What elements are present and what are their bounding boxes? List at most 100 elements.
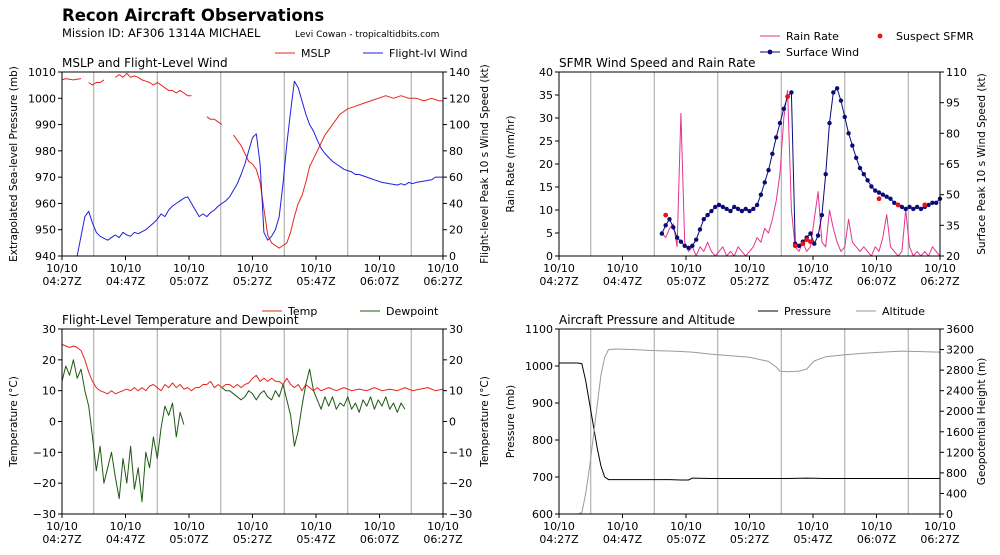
x-tick-label: 10/10 xyxy=(237,262,269,275)
x-tick-label: 10/10 xyxy=(924,262,956,275)
x-tick-label: 10/10 xyxy=(924,520,956,533)
y2-tick-label: 0 xyxy=(449,250,456,263)
data-point-surface-wind xyxy=(903,206,908,212)
x-tick-label: 10/10 xyxy=(797,520,829,533)
y-axis-label: Extrapolated Sea-level Pressure (mb) xyxy=(8,66,20,262)
data-point-surface-wind xyxy=(838,98,844,103)
y-tick-label: 30 xyxy=(539,112,553,125)
data-point-suspect-sfmr xyxy=(922,202,928,208)
data-point-suspect-sfmr xyxy=(792,243,798,249)
data-point-surface-wind xyxy=(857,165,863,171)
data-point-surface-wind xyxy=(781,106,786,112)
data-point-surface-wind xyxy=(861,172,866,177)
data-point-surface-wind xyxy=(926,202,931,208)
y2-tick-label: 140 xyxy=(449,66,470,79)
data-point-surface-wind xyxy=(930,200,935,206)
series-line-mslp xyxy=(206,116,223,126)
panel-title: Flight-Level Temperature and Dewpoint xyxy=(62,313,299,327)
credit-text: Levi Cowan - tropicaltidbits.com xyxy=(295,30,439,40)
data-point-surface-wind xyxy=(754,202,760,208)
x-tick-label: 06:07Z xyxy=(857,533,897,546)
x-tick-label: 10/10 xyxy=(670,262,702,275)
data-point-surface-wind xyxy=(933,200,939,206)
y-tick-label: 20 xyxy=(539,158,553,171)
x-tick-label: 10/10 xyxy=(46,262,78,275)
chart-panels: 9409509609709809901000101002040608010012… xyxy=(8,30,988,546)
series-line-dewpoint xyxy=(61,359,185,503)
panel-title: Aircraft Pressure and Altitude xyxy=(559,313,735,327)
data-point-suspect-sfmr xyxy=(895,202,901,208)
series-line-dewpoint xyxy=(221,368,406,447)
y-tick-label: 940 xyxy=(35,250,56,263)
data-point-surface-wind xyxy=(918,206,924,212)
y-tick-label: 1100 xyxy=(525,323,553,336)
plot-frame xyxy=(61,328,444,515)
x-tick-label: 10/10 xyxy=(46,520,78,533)
legend-label-temp: Temp xyxy=(287,305,317,318)
x-tick-label: 04:47Z xyxy=(106,533,146,546)
data-point-surface-wind xyxy=(739,208,745,214)
y-axis-label: Pressure (mb) xyxy=(505,385,517,458)
series-line-temp xyxy=(61,343,444,395)
data-point-surface-wind xyxy=(796,243,802,248)
data-point-suspect-sfmr xyxy=(808,239,813,245)
x-tick-label: 10/10 xyxy=(861,520,893,533)
x-tick-label: 10/10 xyxy=(607,520,639,533)
x-tick-label: 10/10 xyxy=(173,262,205,275)
series-line-mslp xyxy=(115,72,192,97)
y-tick-label: 25 xyxy=(539,135,553,148)
data-point-suspect-sfmr xyxy=(876,196,882,202)
data-point-surface-wind xyxy=(869,184,874,189)
x-tick-label: 04:27Z xyxy=(539,533,579,546)
data-point-suspect-sfmr xyxy=(663,212,669,218)
data-point-surface-wind xyxy=(777,120,783,126)
plot-frame xyxy=(558,328,941,515)
chart-alt: 600 700 800 900 1000 1100 0 400 800 1200 1600 2000 2… xyxy=(505,305,988,546)
y-tick-label: −10 xyxy=(33,446,56,459)
y2-tick-label: 0 xyxy=(946,508,953,521)
y-axis-label: Rain Rate (mm/hr) xyxy=(505,116,517,213)
x-tick-label: 10/10 xyxy=(734,520,766,533)
data-point-surface-wind xyxy=(812,241,817,246)
data-point-surface-wind xyxy=(766,167,771,173)
x-tick-label: 10/10 xyxy=(364,262,396,275)
y2-tick-label: 10 xyxy=(449,385,463,398)
x-tick-label: 06:27Z xyxy=(423,275,463,288)
legend-label-suspect-sfmr: Suspect SFMR xyxy=(896,30,974,43)
x-tick-label: 04:27Z xyxy=(539,275,579,288)
series-line-flight-lvl-wind xyxy=(62,80,443,257)
y-tick-label: 1010 xyxy=(28,66,56,79)
x-tick-label: 04:47Z xyxy=(603,275,643,288)
y2-tick-label: 1200 xyxy=(946,446,974,459)
x-tick-label: 10/10 xyxy=(173,520,205,533)
data-point-surface-wind xyxy=(713,204,718,210)
data-point-surface-wind xyxy=(846,131,851,136)
y2-tick-label: 2400 xyxy=(946,385,974,398)
y2-tick-label: 2800 xyxy=(946,364,974,377)
y-tick-label: 35 xyxy=(539,89,553,102)
data-point-surface-wind xyxy=(697,227,703,232)
data-point-surface-wind xyxy=(892,200,897,206)
data-point-surface-wind xyxy=(743,206,748,212)
data-point-surface-wind xyxy=(693,237,699,242)
x-tick-label: 10/10 xyxy=(427,520,459,533)
chart-mslp: 940 950 960 970 980 990 1000 1010 0 20 40 60 80 100 12… xyxy=(8,47,491,288)
data-point-surface-wind xyxy=(724,206,729,212)
x-tick-label: 05:07Z xyxy=(666,275,706,288)
x-tick-label: 10/10 xyxy=(543,262,575,275)
y2-tick-label: −10 xyxy=(449,446,472,459)
data-point-surface-wind xyxy=(728,208,733,214)
data-point-surface-wind xyxy=(762,180,767,185)
legend-label-mslp: MSLP xyxy=(301,47,331,60)
legend-label-altitude: Altitude xyxy=(882,305,925,318)
y2-tick-label: 95 xyxy=(946,97,960,110)
data-point-suspect-sfmr xyxy=(785,94,790,99)
x-tick-label: 10/10 xyxy=(427,262,459,275)
y2-axis-label: Temperature (°C) xyxy=(479,376,491,468)
x-tick-label: 10/10 xyxy=(734,262,766,275)
y-tick-label: −20 xyxy=(33,477,56,490)
x-tick-label: 10/10 xyxy=(861,262,893,275)
x-tick-label: 10/10 xyxy=(300,262,332,275)
x-tick-label: 04:27Z xyxy=(42,533,82,546)
